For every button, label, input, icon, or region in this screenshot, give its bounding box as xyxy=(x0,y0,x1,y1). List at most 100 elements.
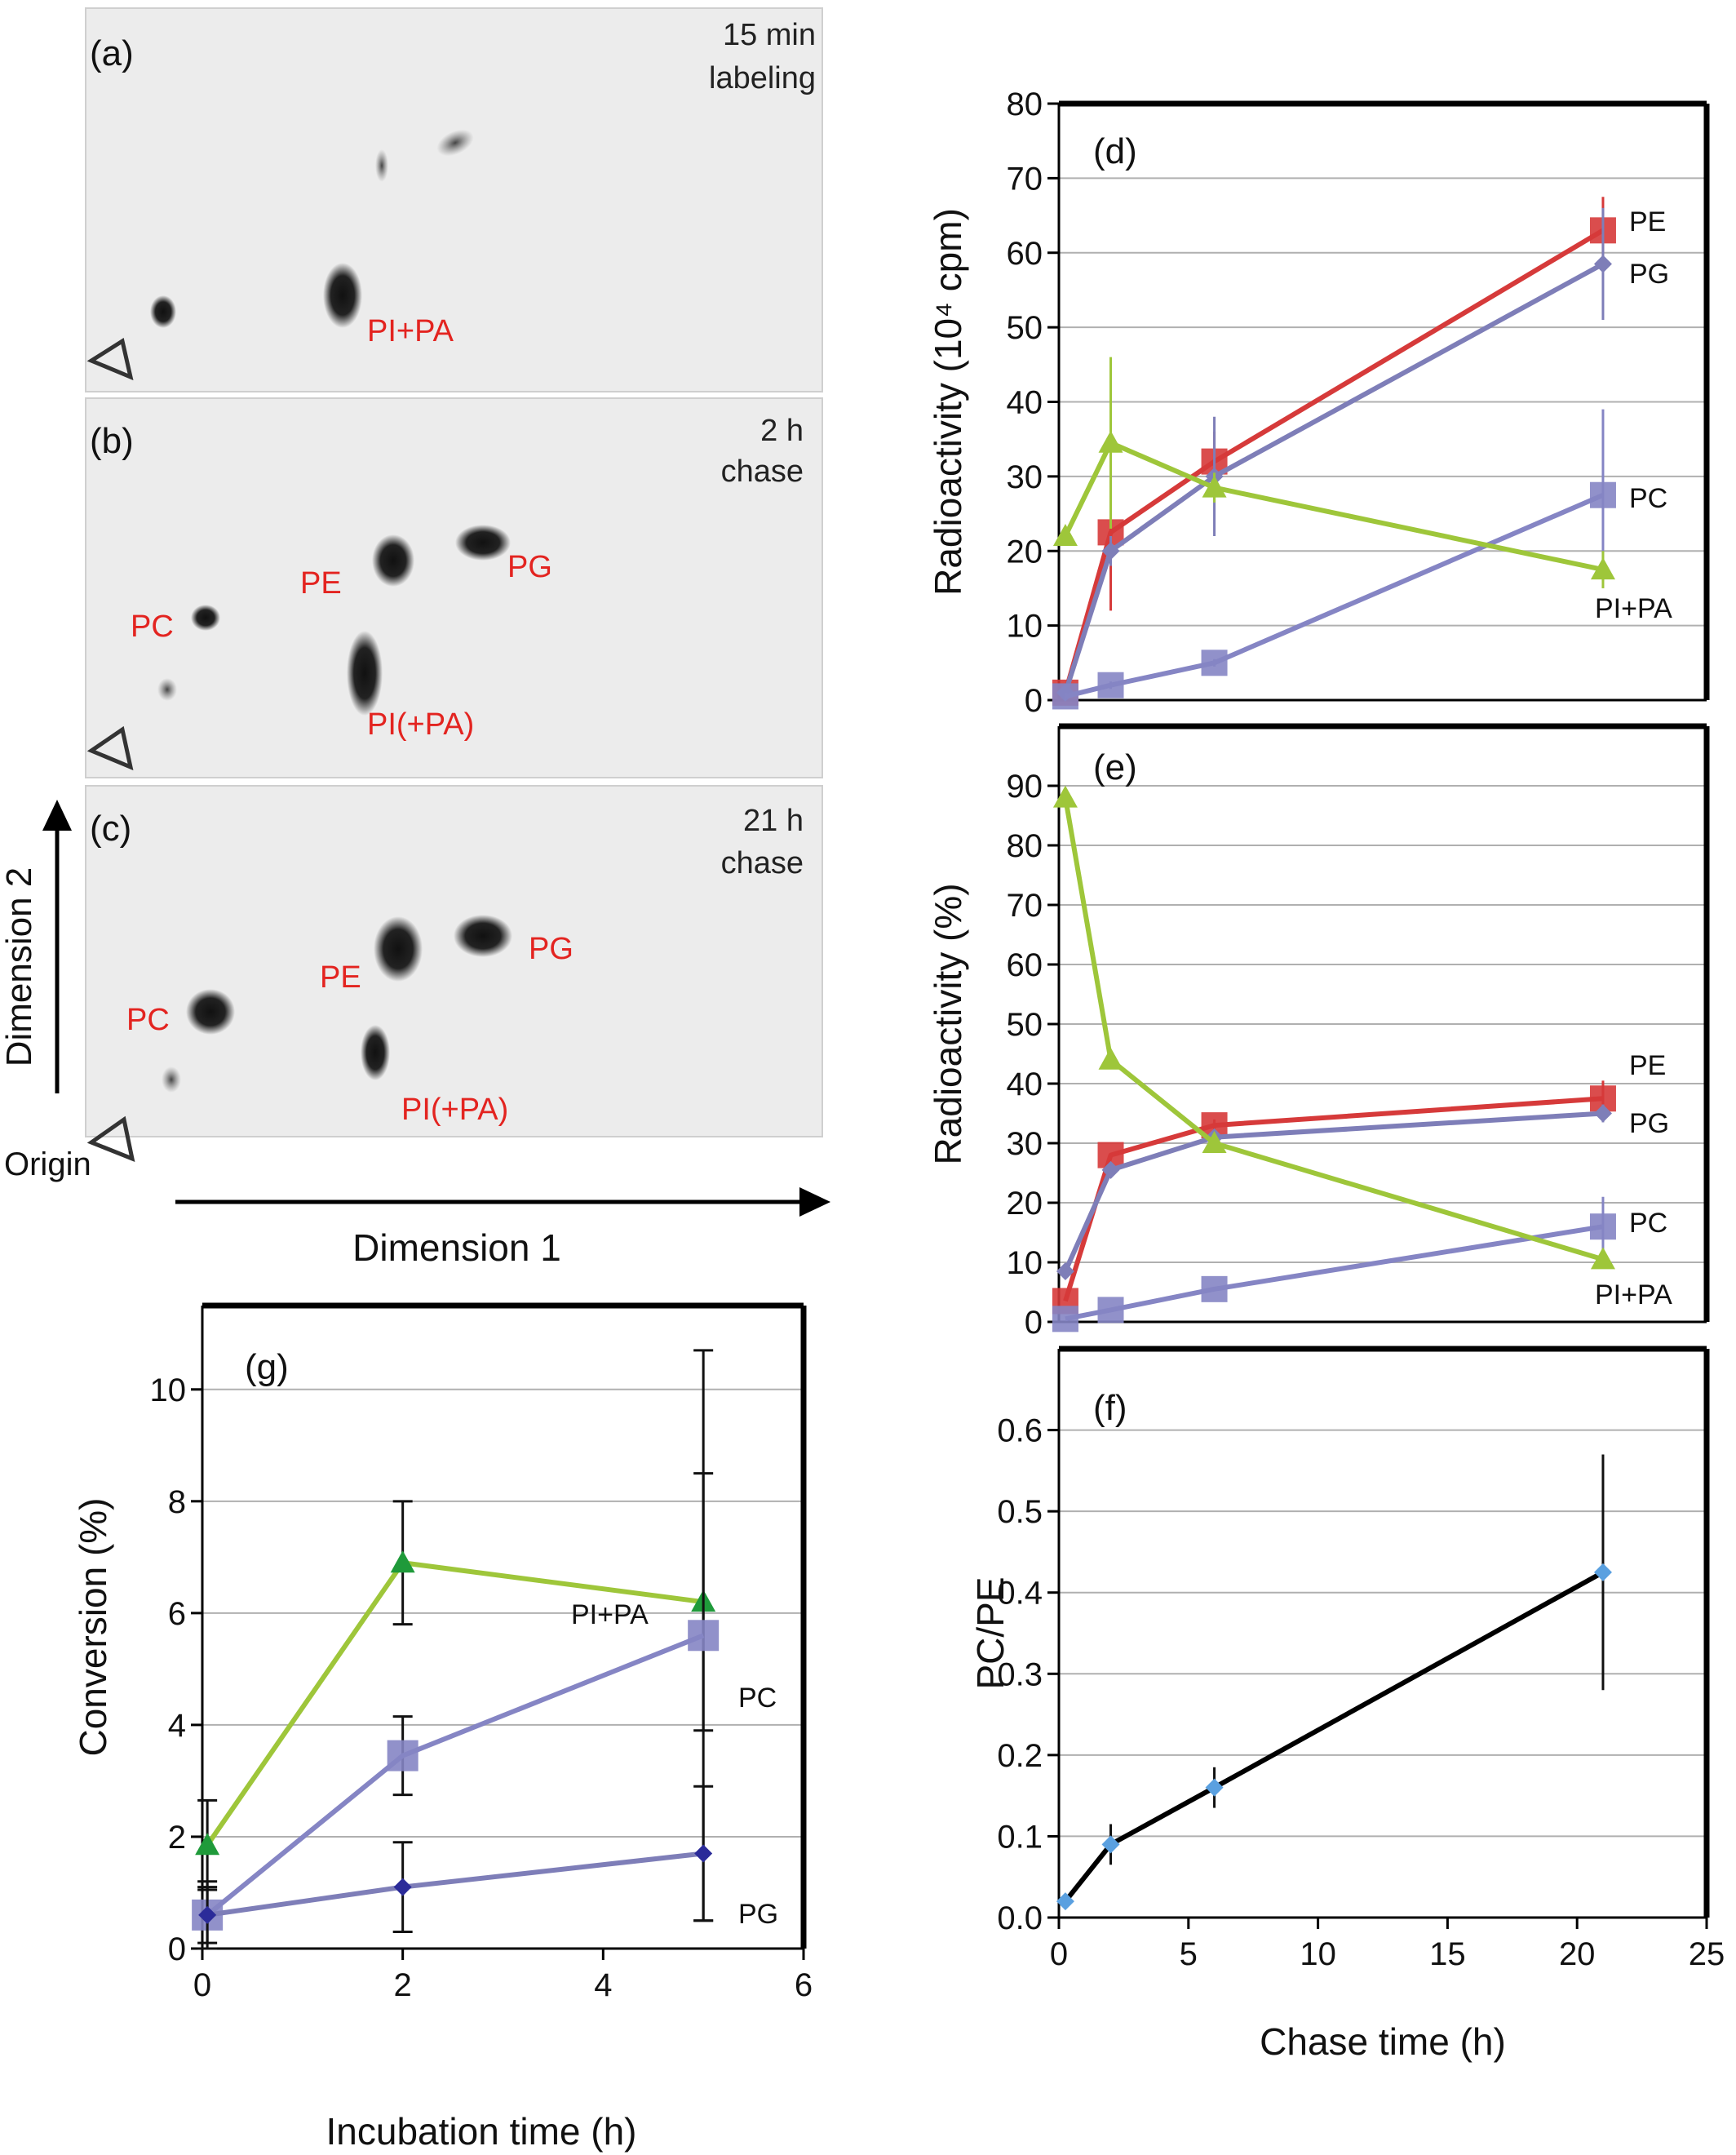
data-point xyxy=(1052,523,1078,546)
x-tick-label: 6 xyxy=(795,1967,813,2003)
chart-panel-g: 0 2 4 6 8 10 0 2 4 6 Conversion (%) Incubation time… xyxy=(72,1302,813,2153)
y-tick-label: 20 xyxy=(1007,534,1043,570)
panel-label-b: (b) xyxy=(90,421,134,461)
tlc-panel-a: (a) 15 min labeling PI+PA xyxy=(85,7,823,392)
series-pc: PC xyxy=(1052,1196,1667,1332)
plot-area xyxy=(1059,1349,1707,1918)
tlc-b-label-pg: PG xyxy=(507,550,552,584)
series-pipa: PI+PA xyxy=(1052,785,1672,1310)
y-tick-label: 10 xyxy=(150,1372,187,1408)
tlc-c-label-pe: PE xyxy=(320,960,361,995)
x-tick-label: 10 xyxy=(1300,1936,1336,1972)
origin-arrowhead-a xyxy=(86,337,134,381)
y-tick-label: 70 xyxy=(1007,161,1043,197)
y-tick-label: 0.3 xyxy=(997,1656,1043,1692)
data-point xyxy=(198,1905,217,1924)
y-tick-label: 0 xyxy=(168,1931,186,1967)
y-axis-label: Radioactivity (10⁴ cpm) xyxy=(927,208,969,596)
origin-arrowhead-c xyxy=(86,1115,135,1163)
series-pg: PG xyxy=(197,1785,778,1944)
tlc-a-line1: 15 min xyxy=(723,18,816,52)
y-tick-label: 20 xyxy=(1007,1186,1043,1222)
series-line xyxy=(1065,1224,1604,1322)
tlc-dimension-arrows: Dimension 2 Origin Dimension 1 xyxy=(0,800,830,1269)
panel-label: (f) xyxy=(1093,1388,1127,1428)
series-line xyxy=(1063,1111,1604,1273)
series-label: PC xyxy=(1629,483,1667,514)
series-label: PG xyxy=(1629,259,1669,290)
data-point xyxy=(694,1844,713,1863)
data-point xyxy=(1098,430,1123,453)
tlc-a-label-pipa: PI+PA xyxy=(367,314,454,348)
data-point xyxy=(387,1740,418,1771)
y-tick-label: 0.5 xyxy=(997,1494,1043,1530)
y-tick-label: 80 xyxy=(1007,86,1043,122)
y-tick-label: 70 xyxy=(1007,888,1043,924)
tlc-b-label-pc: PC xyxy=(131,610,174,644)
y-tick-label: 0.4 xyxy=(997,1576,1043,1612)
data-point xyxy=(1202,475,1227,498)
data-point xyxy=(1593,1104,1612,1123)
series-label: PI+PA xyxy=(1595,1279,1672,1310)
y-tick-label: 0.0 xyxy=(997,1900,1043,1936)
series-line xyxy=(1063,1096,1604,1302)
y-tick-label: 60 xyxy=(1007,236,1043,272)
x-tick-label: 5 xyxy=(1180,1936,1198,1972)
y-axis-label: Radioactivity (%) xyxy=(927,883,969,1164)
spot-pipa-c xyxy=(361,1025,390,1080)
y-axis-label: Conversion (%) xyxy=(72,1498,114,1757)
panel-label: (g) xyxy=(245,1347,289,1387)
series-0 xyxy=(1056,1454,1612,1911)
series-label: PC xyxy=(1629,1208,1667,1239)
chart-panel-d: 0 10 20 30 40 50 60 70 80 Radioactivity (10⁴ cpm)… xyxy=(927,86,1710,719)
data-point xyxy=(1101,1835,1120,1854)
y-tick-label: 50 xyxy=(1007,310,1043,346)
panel-label-c: (c) xyxy=(90,809,131,849)
y-tick-label: 2 xyxy=(168,1820,186,1856)
x-tick-label: 0 xyxy=(193,1967,211,2003)
series-label: PE xyxy=(1629,206,1666,237)
dimension1-arrowhead xyxy=(799,1187,830,1217)
series-label: PC xyxy=(738,1683,777,1714)
y-tick-label: 10 xyxy=(1007,609,1043,645)
tlc-b-label-pe: PE xyxy=(300,566,342,601)
data-point xyxy=(1593,255,1612,273)
spot-pc-c xyxy=(186,989,235,1035)
data-point xyxy=(195,1833,220,1856)
panel-label: (e) xyxy=(1093,747,1137,787)
data-point xyxy=(1202,1131,1227,1153)
series-label: PG xyxy=(1629,1108,1669,1139)
series-label: PE xyxy=(1629,1050,1666,1081)
tlc-b-label-pipa: PI(+PA) xyxy=(367,707,474,742)
tlc-c-label-pc: PC xyxy=(126,1003,170,1037)
tlc-panel-c: (c) 21 h chase PC PE PG PI(+PA) xyxy=(85,785,823,1163)
y-tick-label: 10 xyxy=(1007,1245,1043,1281)
dimension1-label: Dimension 1 xyxy=(352,1226,561,1269)
origin-label: Origin xyxy=(4,1146,91,1182)
spot-pg-c xyxy=(454,915,512,957)
data-point xyxy=(1593,1563,1612,1581)
data-point xyxy=(1589,481,1616,508)
x-tick-label: 2 xyxy=(394,1967,412,2003)
series-line xyxy=(1063,440,1604,573)
data-point xyxy=(390,1550,415,1573)
panel-label-a: (a) xyxy=(90,33,134,73)
y-tick-label: 50 xyxy=(1007,1007,1043,1043)
spot-pe-b xyxy=(372,534,414,587)
x-tick-label: 25 xyxy=(1689,1936,1725,1972)
series-pipa: PI+PA xyxy=(1052,357,1672,624)
x-tick-label: 20 xyxy=(1559,1936,1596,1972)
y-tick-label: 0.1 xyxy=(997,1819,1043,1855)
data-point xyxy=(1056,1892,1074,1911)
tlc-a-line2: labeling xyxy=(709,61,816,95)
y-tick-label: 60 xyxy=(1007,947,1043,983)
tlc-c-line1: 21 h xyxy=(743,804,804,838)
y-tick-label: 0.6 xyxy=(997,1413,1043,1449)
spot-pg-b xyxy=(455,525,511,561)
y-tick-label: 0.2 xyxy=(997,1738,1043,1774)
y-axis-label: PC/PE xyxy=(969,1576,1012,1689)
data-point xyxy=(1201,1275,1228,1302)
y-tick-label: 90 xyxy=(1007,769,1043,805)
